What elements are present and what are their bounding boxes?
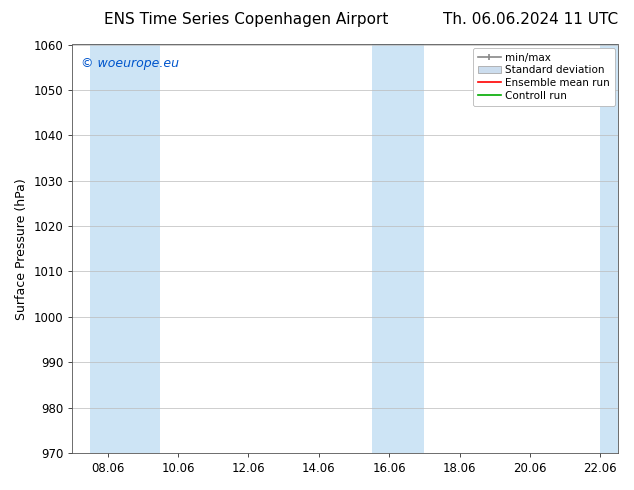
Text: ENS Time Series Copenhagen Airport: ENS Time Series Copenhagen Airport (104, 12, 389, 27)
Y-axis label: Surface Pressure (hPa): Surface Pressure (hPa) (15, 178, 28, 319)
Text: © woeurope.eu: © woeurope.eu (81, 57, 179, 70)
Legend: min/max, Standard deviation, Ensemble mean run, Controll run: min/max, Standard deviation, Ensemble me… (473, 48, 615, 106)
Bar (90, 45, 160, 453)
Text: Th. 06.06.2024 11 UTC: Th. 06.06.2024 11 UTC (443, 12, 618, 27)
Bar (600, 45, 618, 453)
Bar (372, 45, 424, 453)
